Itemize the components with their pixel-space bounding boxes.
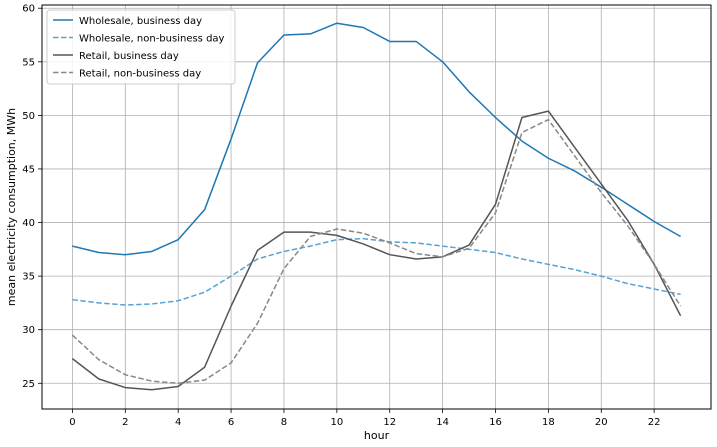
x-axis-label: hour	[364, 429, 390, 442]
legend-label-2: Wholesale, non-business day	[79, 33, 225, 44]
y-axis-ticks: 25 30 35 40 45 50 55 60	[22, 4, 42, 390]
plot-frame	[41, 4, 712, 410]
y-axis-label: mean electricity consumption, MWh	[5, 108, 18, 306]
y-tick-label: 45	[22, 164, 35, 175]
y-tick-label: 60	[22, 4, 35, 15]
legend-label-1: Wholesale, business day	[79, 16, 202, 27]
series-line-4	[71, 118, 682, 385]
y-tick-label: 50	[22, 111, 35, 122]
legend-label-3: Retail, business day	[79, 51, 179, 62]
y-tick-label: 25	[22, 379, 35, 390]
y-tick-label: 40	[22, 218, 35, 229]
legend-box	[46, 9, 236, 85]
x-tick-label: 6	[228, 417, 234, 428]
x-tick-label: 4	[175, 417, 181, 428]
series-line-3	[71, 110, 682, 391]
x-tick-label: 16	[489, 417, 502, 428]
series-lines	[71, 22, 682, 391]
x-tick-label: 12	[383, 417, 396, 428]
x-tick-label: 10	[330, 417, 343, 428]
series-line-2	[72, 237, 681, 306]
x-tick-label: 0	[69, 417, 75, 428]
x-axis-ticks: 0 2 4 6 8 10 12 14 16 18 20 22	[69, 409, 661, 428]
x-tick-label: 20	[595, 417, 608, 428]
x-tick-label: 2	[122, 417, 128, 428]
legend: Wholesale, business day Wholesale, non-bu…	[46, 9, 236, 85]
x-tick-label: 8	[281, 417, 287, 428]
x-tick-label: 14	[436, 417, 449, 428]
grid	[42, 5, 711, 409]
x-tick-label: 22	[648, 417, 661, 428]
legend-label-4: Retail, non-business day	[79, 68, 201, 79]
y-tick-label: 55	[22, 57, 35, 68]
y-tick-label: 35	[22, 272, 35, 283]
x-tick-label: 18	[542, 417, 555, 428]
series-line-1	[72, 22, 681, 256]
y-tick-label: 30	[22, 325, 35, 336]
